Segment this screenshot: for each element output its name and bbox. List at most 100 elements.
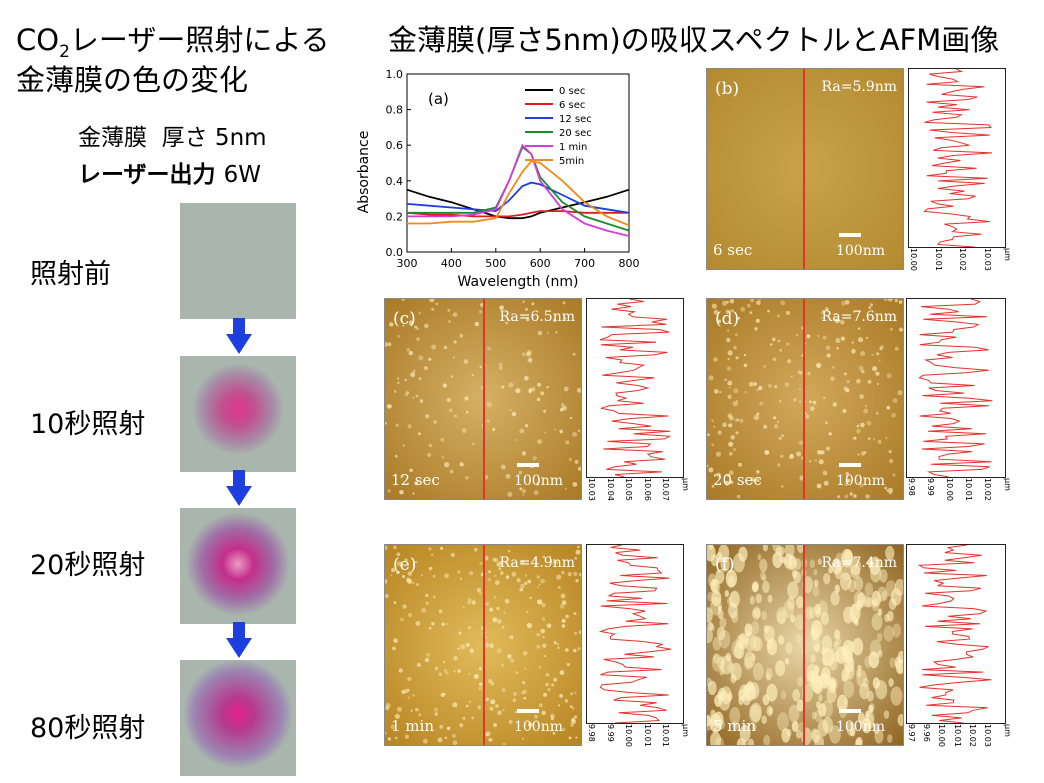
profile-tick-label: 9.97 [907,724,916,742]
afm-panel-label: (e) [393,555,417,575]
afm-image-b: (b) Ra=5.9nm 6 sec 100nm [706,68,904,270]
afm-roughness: Ra=7.4nm [821,555,898,571]
y-tick-label: 0.6 [386,139,404,152]
profile-trace [917,545,992,723]
afm-scale-label: 100nm [835,473,885,489]
afm-roughness: Ra=7.6nm [821,309,898,325]
afm-panel-label: (f) [715,555,735,575]
afm-panel-label: (c) [393,309,416,329]
left-title-line1: CO2レーザー照射による [16,22,329,70]
profile-tick-label: 9.98 [587,724,596,742]
profile-unit-label: μm [1003,478,1012,491]
profile-tick-label: 10.00 [909,248,918,271]
profile-tick-label: 10.01 [933,248,943,271]
afm-scale-bar [517,709,539,713]
chart-xlabel: Wavelength (nm) [458,274,579,290]
y-tick-label: 0.4 [386,175,404,188]
afm-exposure-time: 5 min [713,717,756,735]
profile-unit-label: μm [681,478,690,491]
right-title: 金薄膜(厚さ5nm)の吸収スペクトルとAFM画像 [388,23,1000,57]
legend-label-2: 12 sec [559,114,592,125]
profile-tick-label: 10.00 [624,724,633,747]
step-label-0: 照射前 [30,259,111,290]
profile-tick-label: 10.01 [661,724,670,747]
afm-texture [707,69,903,269]
condition-laser-power: レーザー出力 6W [78,162,261,188]
afm-roughness: Ra=6.5nm [499,309,576,325]
profile-tick-label: 10.03 [587,478,596,501]
x-tick-label: 300 [397,257,418,270]
afm-scale-label: 100nm [835,243,885,259]
legend-label-3: 20 sec [559,128,592,139]
profile-tick-label: 10.02 [967,724,977,747]
profile-line-marker [803,545,805,745]
x-tick-label: 800 [619,257,640,270]
y-tick-label: 0.0 [386,246,404,259]
afm-scale-bar [839,463,861,467]
afm-texture [385,299,581,497]
chart-ylabel: Absorbance [356,131,372,214]
co-text: CO [16,23,60,57]
profile-tick-label: 10.01 [952,724,962,747]
profile-tick-label: 9.99 [926,478,935,496]
afm-scale-bar [517,463,539,467]
profile-unit-label: μm [1003,248,1012,261]
co-subscript: 2 [59,41,70,62]
profile-line-marker [803,69,805,269]
profile-tick-label: 10.05 [624,478,633,501]
afm-texture [707,299,903,499]
down-arrow-icon [226,318,252,354]
y-tick-label: 0.2 [386,210,404,223]
legend-label-1: 6 sec [559,100,585,111]
series-line-4 [407,143,630,237]
profile-tick-label: 10.06 [642,478,652,501]
afm-scale-label: 100nm [835,719,885,735]
afm-scale-bar [839,233,861,237]
profile-tick-label: 9.99 [605,724,615,742]
afm-exposure-time: 20 sec [713,471,762,489]
height-profile-c [586,298,684,478]
profile-tick-label: 10.01 [964,478,973,501]
height-profile-b [908,68,1006,248]
chart-panel-label: (a) [428,90,449,108]
height-profile-d [906,298,1006,478]
profile-line-marker [483,299,485,499]
afm-scale-label: 100nm [513,719,563,735]
profile-trace [918,299,993,477]
afm-roughness: Ra=4.9nm [499,555,576,571]
afm-panel-label: (d) [715,309,740,329]
profile-tick-label: 10.02 [983,478,992,501]
profile-line-marker [803,299,805,499]
profile-unit-label: μm [681,724,690,737]
down-arrow-icon [226,622,252,658]
afm-image-d: (d) Ra=7.6nm 20 sec 100nm [706,298,904,500]
series-line-5 [407,160,630,227]
x-tick-label: 500 [485,257,506,270]
legend-label-4: 1 min [559,142,587,153]
sample-photo-before [180,203,296,319]
sample-photo-10s [180,356,296,472]
x-tick-label: 600 [530,257,551,270]
y-tick-label: 0.8 [386,104,404,117]
series-line-1 [406,210,629,218]
step-label-3: 80秒照射 [30,713,146,744]
afm-scale-label: 100nm [513,473,563,489]
series-line-2 [406,181,630,214]
profile-tick-label: 10.03 [983,724,992,747]
profile-line-marker [483,545,485,745]
profile-trace [923,69,993,247]
step-label-2: 20秒照射 [30,550,146,581]
afm-scale-bar [839,709,861,713]
legend-label-5: 5min [559,156,584,167]
afm-panel-label: (b) [715,79,740,99]
chart-frame [406,73,630,253]
profile-tick-label: 9.96 [922,724,932,742]
afm-texture [707,545,903,745]
afm-image-c: (c) Ra=6.5nm 12 sec 100nm [384,298,582,500]
height-profile-e [586,544,684,724]
profile-unit-label: μm [1003,724,1012,737]
afm-exposure-time: 12 sec [391,471,440,489]
sample-photo-80s [180,659,296,776]
profile-tick-label: 10.03 [983,248,992,271]
profile-tick-label: 10.04 [605,478,615,501]
